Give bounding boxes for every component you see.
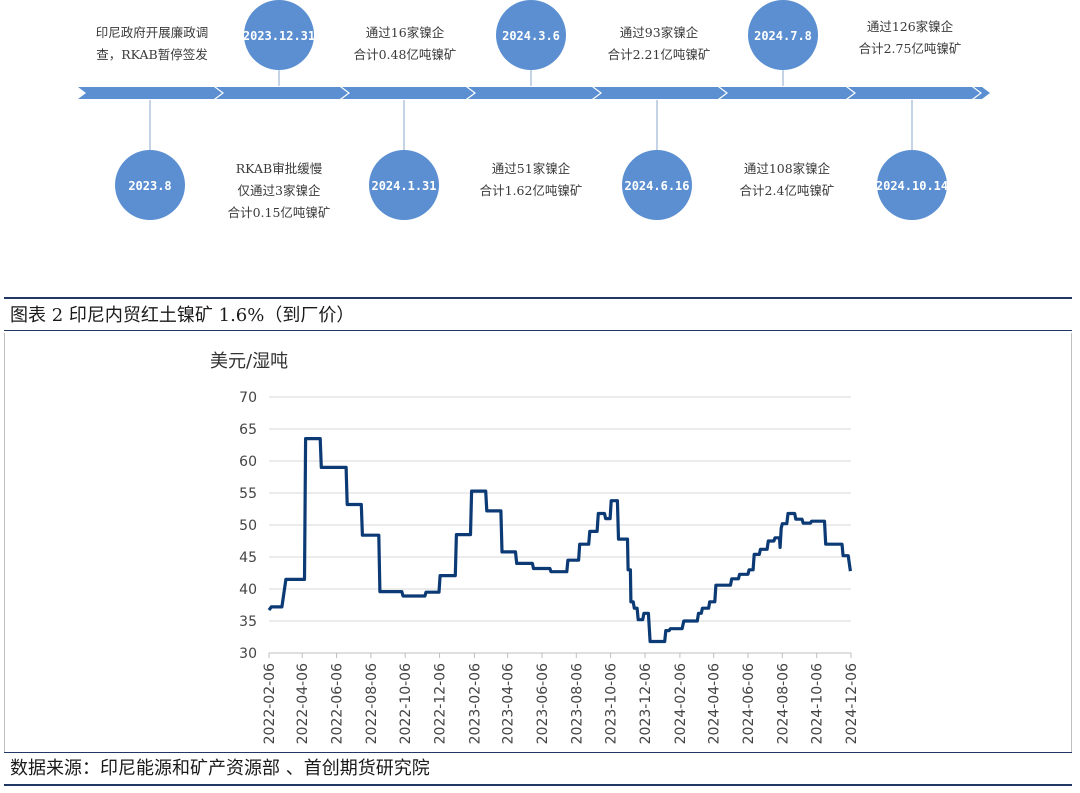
- rkab-approval-timeline: 2023.12.31 2024.3.6 2024.7.8 2023.8 2024…: [0, 0, 1080, 250]
- figure-title: 图表 2 印尼内贸红土镍矿 1.6%（到厂价）: [4, 297, 1072, 331]
- x-tick-label: 2023-08-06: [569, 663, 585, 744]
- y-tick-label: 70: [239, 390, 257, 406]
- arrow-tip: [974, 87, 990, 99]
- timeline-event-top: 印尼政府开展廉政调 查，RKAB暂停签发: [88, 22, 216, 66]
- y-tick-label: 50: [239, 518, 257, 534]
- figure-2: 图表 2 印尼内贸红土镍矿 1.6%（到厂价） 美元/湿吨 70 65 60 55 50…: [0, 297, 1080, 793]
- timeline-event-top: 通过126家镍企 合计2.75亿吨镍矿: [845, 16, 975, 60]
- x-tick-label: 2022-06-06: [330, 663, 346, 744]
- data-source: 数据来源：印尼能源和矿产资源部 、首创期货研究院: [4, 752, 1072, 786]
- y-tick-labels: 70 65 60 55 50 45 40 35 30: [239, 390, 257, 662]
- y-tick-label: 60: [239, 454, 257, 470]
- y-tick-label: 55: [239, 486, 257, 502]
- event-line: 查，RKAB暂停签发: [96, 47, 208, 62]
- chart-container: 美元/湿吨 70 65 60 55 50 45 40 35 30 2022-02-06 2022-…: [4, 333, 1072, 752]
- event-line: 通过108家镍企: [743, 161, 831, 176]
- arrow-segment: [342, 87, 474, 99]
- top-date-markers: 2023.12.31 2024.3.6 2024.7.8: [243, 0, 818, 70]
- event-line: 合计2.4亿吨镍矿: [739, 183, 835, 198]
- x-tick-label: 2024-10-06: [810, 663, 826, 744]
- y-tick-label: 35: [239, 614, 257, 630]
- x-tick-label: 2023-02-06: [467, 663, 483, 744]
- x-tick-label: 2024-06-06: [741, 663, 757, 744]
- date-label: 2024.6.16: [624, 179, 689, 193]
- y-axis-label: 美元/湿吨: [210, 351, 288, 372]
- event-line: 合计2.75亿吨镍矿: [858, 41, 962, 56]
- y-tick-label: 40: [239, 582, 257, 598]
- event-line: 合计0.15亿吨镍矿: [227, 205, 331, 220]
- x-tick-label: 2023-10-06: [604, 663, 620, 744]
- event-line: 通过16家镍企: [365, 25, 445, 40]
- x-tick-label: 2024-08-06: [775, 663, 791, 744]
- x-tick-label: 2023-04-06: [501, 663, 517, 744]
- event-line: 通过51家镍企: [491, 161, 571, 176]
- x-tick-label: 2023-12-06: [638, 663, 654, 744]
- date-label: 2023.8: [128, 179, 171, 193]
- x-tick-label: 2022-10-06: [398, 663, 414, 744]
- arrow-segment: [78, 87, 222, 99]
- x-tick-label: 2023-06-06: [535, 663, 551, 744]
- y-tick-label: 65: [239, 422, 257, 438]
- x-tick-label: 2022-04-06: [295, 663, 311, 744]
- x-tick-label: 2022-12-06: [433, 663, 449, 744]
- x-tick-label: 2024-12-06: [844, 663, 860, 744]
- date-label: 2024.10.14: [876, 179, 948, 193]
- timeline-graphic: 2023.12.31 2024.3.6 2024.7.8 2023.8 2024…: [78, 0, 990, 220]
- arrow-segment: [720, 87, 854, 99]
- y-tick-label: 30: [239, 646, 257, 662]
- timeline-event-bottom: 通过51家镍企 合计1.62亿吨镍矿: [466, 158, 596, 202]
- event-line: 印尼政府开展廉政调: [95, 25, 209, 40]
- x-tick-label: 2022-02-06: [262, 663, 278, 744]
- date-label: 2024.1.31: [371, 179, 436, 193]
- event-line: 合计1.62亿吨镍矿: [479, 183, 583, 198]
- event-line: 合计2.21亿吨镍矿: [607, 47, 711, 62]
- event-line: 通过93家镍企: [619, 25, 699, 40]
- timeline-arrow: [78, 87, 990, 99]
- x-tick-label: 2022-08-06: [364, 663, 380, 744]
- connector-lines: [149, 68, 913, 150]
- date-label: 2024.7.8: [754, 29, 812, 43]
- y-tick-label: 45: [239, 550, 257, 566]
- date-label: 2024.3.6: [502, 29, 560, 43]
- arrow-segment: [216, 87, 348, 99]
- event-line: 合计0.48亿吨镍矿: [353, 47, 457, 62]
- timeline-event-bottom: RKAB审批缓慢 仅通过3家镍企 合计0.15亿吨镍矿: [214, 158, 344, 224]
- event-line: 通过126家镍企: [866, 19, 954, 34]
- timeline-event-bottom: 通过108家镍企 合计2.4亿吨镍矿: [722, 158, 852, 202]
- event-line: 仅通过3家镍企: [237, 183, 321, 198]
- x-tick-label: 2024-04-06: [707, 663, 723, 744]
- date-label: 2023.12.31: [243, 29, 315, 43]
- x-tick-labels: 2022-02-06 2022-04-06 2022-06-06 2022-08-06…: [262, 653, 860, 744]
- timeline-event-top: 通过93家镍企 合计2.21亿吨镍矿: [594, 22, 724, 66]
- arrow-segment: [468, 87, 600, 99]
- arrow-segment: [594, 87, 726, 99]
- series-line: [267, 437, 852, 644]
- timeline-event-top: 通过16家镍企 合计0.48亿吨镍矿: [340, 22, 470, 66]
- x-tick-label: 2024-02-06: [673, 663, 689, 744]
- arrow-segment: [848, 87, 980, 99]
- bottom-date-markers: 2023.8 2024.1.31 2024.6.16 2024.10.14: [115, 150, 948, 220]
- event-line: RKAB审批缓慢: [235, 161, 323, 176]
- gridlines: [269, 396, 851, 654]
